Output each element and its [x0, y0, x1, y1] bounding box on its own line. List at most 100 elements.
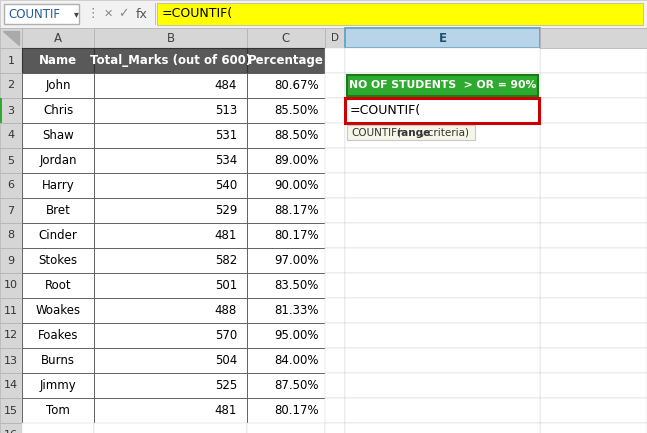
Text: 88.50%: 88.50% [274, 129, 319, 142]
Bar [22, 423, 94, 433]
Bar [345, 198, 540, 223]
Bar [22, 28, 94, 48]
Bar [155, 3, 156, 25]
Text: C: C [282, 32, 290, 45]
Text: 95.00%: 95.00% [274, 329, 319, 342]
Bar [247, 398, 325, 423]
Text: 85.50%: 85.50% [274, 104, 319, 117]
Bar [540, 348, 647, 373]
Bar [540, 323, 647, 348]
Text: 540: 540 [215, 179, 237, 192]
Bar [0, 273, 22, 298]
Bar [94, 248, 247, 273]
Text: 81.33%: 81.33% [274, 304, 319, 317]
Text: 87.50%: 87.50% [274, 379, 319, 392]
Bar [325, 198, 345, 223]
Text: 481: 481 [215, 404, 237, 417]
Text: Burns: Burns [41, 354, 75, 367]
Text: 1: 1 [8, 55, 14, 65]
Bar [22, 198, 94, 223]
Bar [345, 223, 540, 248]
Text: Stokes: Stokes [38, 254, 78, 267]
Bar [22, 48, 94, 73]
Bar [94, 373, 247, 398]
Text: Chris: Chris [43, 104, 73, 117]
Bar [345, 148, 540, 173]
Text: Root: Root [45, 279, 71, 292]
Text: Foakes: Foakes [38, 329, 78, 342]
Bar [0, 173, 22, 198]
Text: 89.00%: 89.00% [274, 154, 319, 167]
Bar [94, 48, 247, 73]
Bar [325, 73, 345, 98]
Text: =COUNTIF(: =COUNTIF( [162, 7, 233, 20]
Bar [345, 28, 540, 48]
Bar [347, 75, 538, 96]
Bar [325, 248, 345, 273]
Text: 8: 8 [7, 230, 15, 240]
Text: 531: 531 [215, 129, 237, 142]
Bar [94, 148, 247, 173]
Bar [247, 98, 325, 123]
Bar [94, 323, 247, 348]
Bar [0, 98, 22, 123]
Bar [94, 28, 247, 48]
Bar [22, 223, 94, 248]
Text: range: range [396, 127, 430, 138]
Bar [540, 398, 647, 423]
Bar [0, 323, 22, 348]
Bar [94, 198, 247, 223]
Bar [22, 298, 94, 323]
Bar [345, 298, 540, 323]
Text: 6: 6 [8, 181, 14, 191]
Bar [0, 373, 22, 398]
Bar [540, 298, 647, 323]
Text: 501: 501 [215, 279, 237, 292]
Bar [345, 398, 540, 423]
Bar [247, 423, 325, 433]
Bar [345, 248, 540, 273]
Text: COUNTIF: COUNTIF [8, 7, 60, 20]
Text: COUNTIF(: COUNTIF( [351, 127, 401, 138]
Bar [540, 148, 647, 173]
Text: E: E [439, 32, 446, 45]
Bar [94, 273, 247, 298]
Text: Jordan: Jordan [39, 154, 77, 167]
Bar [94, 223, 247, 248]
Bar [325, 373, 345, 398]
Bar [345, 73, 540, 98]
Text: 97.00%: 97.00% [274, 254, 319, 267]
Bar [247, 223, 325, 248]
Bar [94, 423, 247, 433]
Bar [22, 323, 94, 348]
Bar [0, 423, 22, 433]
Bar [22, 273, 94, 298]
Bar [325, 98, 345, 123]
Text: Woakes: Woakes [36, 304, 81, 317]
Bar [0, 73, 22, 98]
Text: John: John [45, 79, 71, 92]
Text: 13: 13 [4, 355, 18, 365]
Text: 481: 481 [215, 229, 237, 242]
Text: 525: 525 [215, 379, 237, 392]
Text: A: A [54, 32, 62, 45]
Bar [94, 348, 247, 373]
Text: 529: 529 [215, 204, 237, 217]
Bar [325, 398, 345, 423]
Bar [22, 248, 94, 273]
Bar [247, 323, 325, 348]
Bar [22, 173, 94, 198]
Text: 513: 513 [215, 104, 237, 117]
Text: 83.50%: 83.50% [274, 279, 319, 292]
Bar [4, 4, 79, 24]
Bar [345, 323, 540, 348]
Bar [325, 323, 345, 348]
Bar [345, 123, 540, 148]
Text: ▾: ▾ [74, 9, 78, 19]
Bar [94, 98, 247, 123]
Text: Cinder: Cinder [39, 229, 78, 242]
Bar [540, 373, 647, 398]
Bar [22, 373, 94, 398]
Bar [325, 48, 345, 73]
Bar [157, 3, 643, 25]
